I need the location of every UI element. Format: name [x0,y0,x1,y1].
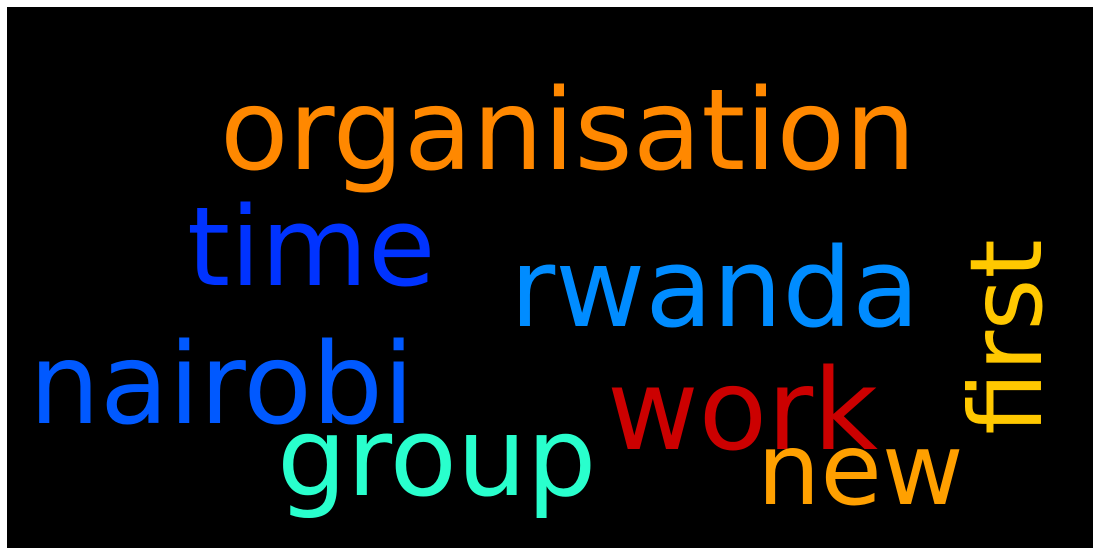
word-cloud-canvas: organisation time rwanda first nairobi w… [7,7,1093,548]
word-time: time [187,183,436,311]
word-work: work [607,346,879,476]
word-group: group [277,393,597,521]
word-new: new [757,411,964,528]
word-nairobi: nairobi [29,320,415,450]
word-organisation: organisation [220,66,916,196]
word-first: first [948,239,1065,435]
word-rwanda: rwanda [510,224,920,352]
